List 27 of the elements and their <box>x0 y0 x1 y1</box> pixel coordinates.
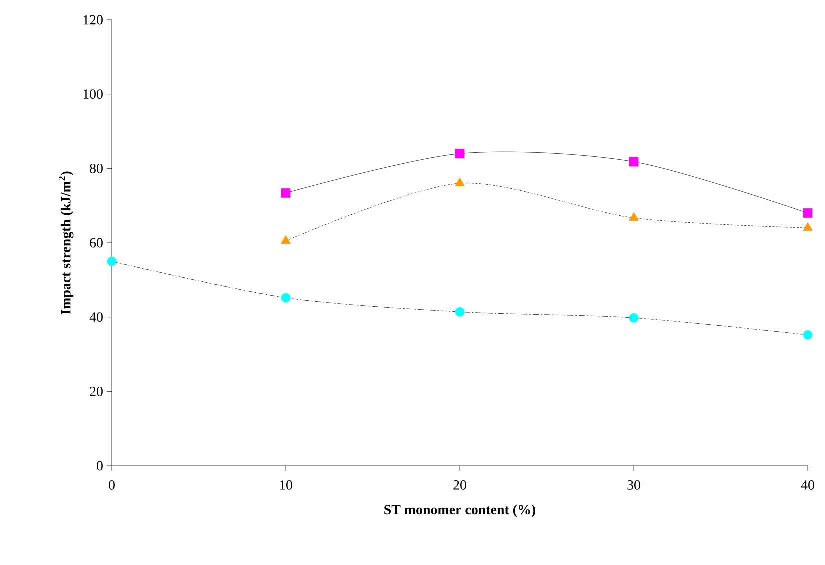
y-tick-label: 100 <box>84 90 103 100</box>
point <box>803 208 813 218</box>
point <box>455 149 465 158</box>
point <box>281 293 291 303</box>
point <box>455 178 465 186</box>
y-tick-label: 20 <box>90 386 103 396</box>
point <box>629 157 639 167</box>
point <box>629 212 639 222</box>
y-tick-label: 60 <box>90 238 103 248</box>
point <box>281 235 291 244</box>
x-tick-label: 30 <box>628 480 640 490</box>
y-tick-label: 120 <box>84 15 103 25</box>
y-tick-label: 80 <box>90 164 103 174</box>
x-tick-label: 20 <box>454 480 466 490</box>
y-tick-label: 0 <box>97 461 103 471</box>
point <box>803 222 813 232</box>
x-axis-title: ST monomer content (%) <box>384 504 536 518</box>
y-axis-title: Impact strength (kJ/m$^{2}$) <box>58 172 74 314</box>
x-tick-label: 0 <box>109 480 115 490</box>
point <box>455 307 465 317</box>
y-tick-label: 40 <box>90 312 103 322</box>
x-tick-label: 10 <box>280 480 292 490</box>
point <box>107 256 117 266</box>
point <box>281 188 291 198</box>
x-tick-label: 40 <box>801 480 814 490</box>
point <box>803 330 813 340</box>
point <box>629 313 639 323</box>
